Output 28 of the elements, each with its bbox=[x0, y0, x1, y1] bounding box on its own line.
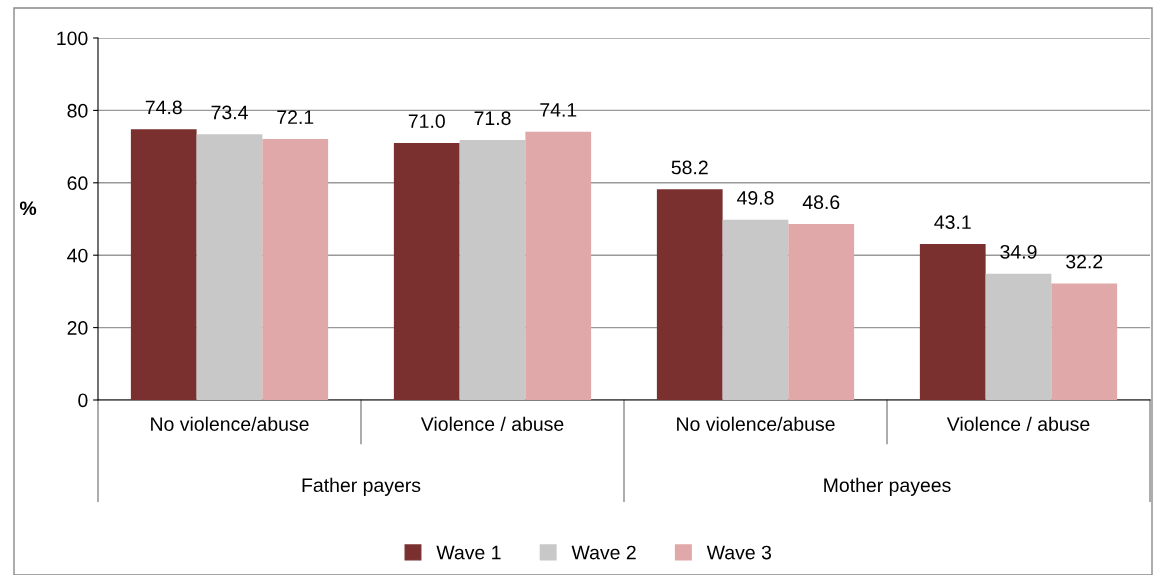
data-label: 58.2 bbox=[671, 160, 708, 175]
data-label: 71.8 bbox=[474, 111, 511, 126]
data-label: 73.4 bbox=[211, 105, 248, 120]
x-tick-label: No violence/abuse bbox=[151, 416, 309, 431]
y-tick-label: 80 bbox=[67, 103, 88, 118]
y-tick-label: 100 bbox=[57, 31, 88, 46]
x-tick-label: Violence / abuse bbox=[420, 416, 564, 431]
data-label: 49.8 bbox=[737, 191, 774, 205]
legend-label: Wave 3 bbox=[706, 545, 772, 560]
data-label: 34.9 bbox=[1000, 244, 1037, 259]
data-label: 43.1 bbox=[934, 215, 971, 230]
data-label: 74.8 bbox=[145, 100, 182, 115]
x-tick-label: No violence/abuse bbox=[677, 416, 835, 431]
legend-label: Wave 1 bbox=[436, 545, 501, 560]
data-label: 32.2 bbox=[1066, 254, 1103, 269]
data-label: 71.0 bbox=[408, 114, 445, 129]
y-tick-label: 0 bbox=[78, 393, 88, 408]
legend-label: Wave 2 bbox=[571, 545, 636, 560]
y-axis-title: % bbox=[19, 201, 37, 216]
data-label: 72.1 bbox=[277, 110, 314, 124]
data-label: 74.1 bbox=[540, 103, 577, 117]
x-tick-label: Violence / abuse bbox=[946, 416, 1090, 431]
data-label: 48.6 bbox=[802, 195, 840, 210]
y-tick-label: 60 bbox=[67, 176, 88, 191]
y-tick-label: 40 bbox=[67, 248, 88, 263]
y-tick-label: 20 bbox=[67, 321, 88, 335]
text: Father payers bbox=[302, 477, 421, 496]
text: Mother payees bbox=[824, 477, 951, 496]
